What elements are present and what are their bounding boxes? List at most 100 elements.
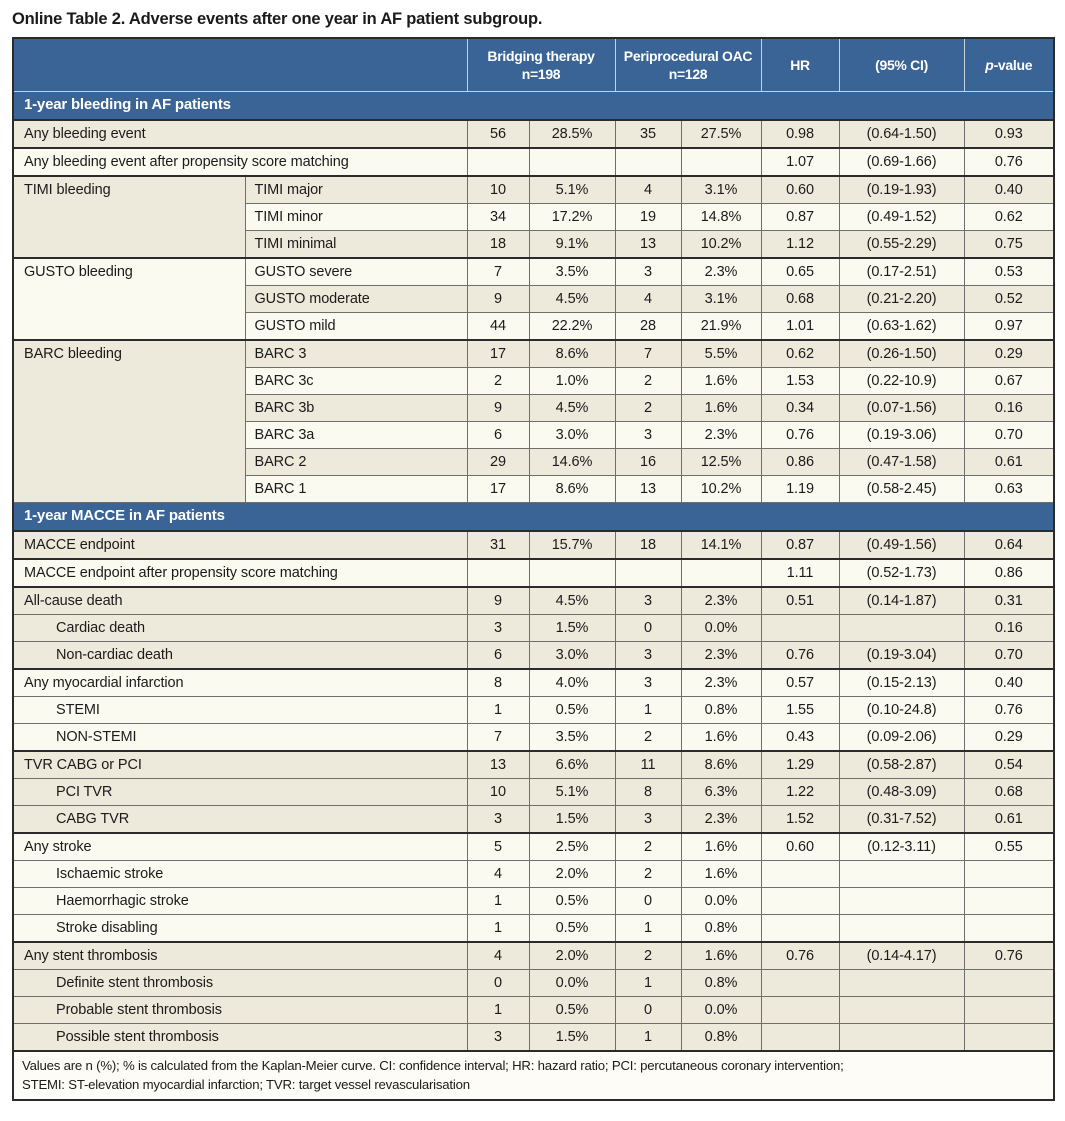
bridging-pct: 3.5%	[528, 723, 616, 752]
ci-value: (0.64-1.50)	[838, 119, 965, 149]
ci-value: (0.14-4.17)	[838, 941, 965, 970]
p-value: 0.53	[963, 257, 1055, 286]
ci-value: (0.47-1.58)	[838, 448, 965, 476]
bridging-n: 31	[466, 530, 530, 560]
oac-pct: 1.6%	[680, 941, 762, 970]
p-value: 0.40	[963, 175, 1055, 204]
bridging-n: 4	[466, 860, 530, 888]
p-value: 0.16	[963, 614, 1055, 642]
oac-n: 2	[614, 367, 682, 395]
footnote: Values are n (%); % is calculated from t…	[13, 1050, 1055, 1100]
row-label: Any bleeding event after propensity scor…	[12, 147, 468, 177]
oac-pct: 0.8%	[680, 969, 762, 997]
oac-pct: 6.3%	[680, 778, 762, 806]
bridging-n: 6	[466, 421, 530, 449]
hr-value: 0.76	[760, 941, 840, 970]
bridging-n	[466, 558, 530, 588]
bridging-pct: 1.0%	[528, 367, 616, 395]
oac-n: 8	[614, 778, 682, 806]
adverse-events-table: Bridging therapy n=198 Periprocedural OA…	[12, 37, 1056, 1101]
table-row: Possible stent thrombosis 3 1.5% 1 0.8%	[12, 1023, 1055, 1052]
oac-pct: 0.0%	[680, 614, 762, 642]
oac-n: 1	[614, 696, 682, 724]
table-row: TVR CABG or PCI 13 6.6% 11 8.6% 1.29 (0.58-2.8…	[12, 750, 1055, 779]
table-row: GUSTO bleeding GUSTO severe 7 3.5% 3 2.3% 0.65…	[12, 257, 1055, 341]
p-value: 0.62	[963, 203, 1055, 231]
col-header-oac: Periprocedural OAC n=128	[615, 38, 762, 92]
ci-value: (0.09-2.06)	[838, 723, 965, 752]
hr-value: 0.57	[760, 668, 840, 697]
bridging-n: 34	[466, 203, 530, 231]
bridging-pct: 4.5%	[528, 586, 616, 615]
row-label: TIMI minor	[244, 203, 468, 231]
hr-value: 1.12	[760, 230, 840, 259]
bridging-pct: 1.5%	[528, 614, 616, 642]
p-value: 0.75	[963, 230, 1055, 259]
table-row: TIMI minor 34 17.2% 19 14.8% 0.87 (0.49-1.52) 0…	[13, 203, 1055, 231]
row-label: BARC 3a	[244, 421, 468, 449]
row-label: Definite stent thrombosis	[12, 969, 468, 997]
ci-value: (0.49-1.56)	[838, 530, 965, 560]
hr-value: 0.60	[760, 832, 840, 861]
oac-n	[614, 558, 682, 588]
bridging-pct: 5.1%	[528, 175, 616, 204]
table-row: TIMI bleeding TIMI major 10 5.1% 4 3.1% 0.60 (0…	[12, 175, 1055, 259]
bridging-n: 17	[466, 339, 530, 368]
hr-value: 1.29	[760, 750, 840, 779]
oac-n: 35	[614, 119, 682, 149]
oac-pct: 1.6%	[680, 832, 762, 861]
bridging-pct: 4.5%	[528, 394, 616, 422]
table-row: Definite stent thrombosis 0 0.0% 1 0.8%	[12, 969, 1055, 997]
hr-value	[760, 996, 840, 1024]
oac-pct: 3.1%	[680, 285, 762, 313]
row-label: GUSTO severe	[244, 257, 468, 286]
table-row: BARC 2 29 14.6% 16 12.5% 0.86 (0.47-1.58) 0.61	[13, 448, 1055, 476]
p-value: 0.52	[963, 285, 1055, 313]
oac-pct: 1.6%	[680, 723, 762, 752]
row-label: GUSTO moderate	[244, 285, 468, 313]
row-label: PCI TVR	[12, 778, 468, 806]
oac-pct	[680, 147, 762, 177]
bridging-pct: 2.0%	[528, 941, 616, 970]
table-row: PCI TVR 10 5.1% 8 6.3% 1.22 (0.48-3.09) 0.68	[12, 778, 1055, 806]
table-row: Ischaemic stroke 4 2.0% 2 1.6%	[12, 860, 1055, 888]
table-row: Any bleeding event after propensity scor…	[12, 147, 1055, 177]
ci-value: (0.07-1.56)	[838, 394, 965, 422]
bridging-n: 3	[466, 805, 530, 834]
row-label: MACCE endpoint after propensity score ma…	[12, 558, 468, 588]
bridging-n: 1	[466, 887, 530, 915]
bridging-n: 1	[466, 996, 530, 1024]
table-row: CABG TVR 3 1.5% 3 2.3% 1.52 (0.31-7.52) 0.61	[12, 805, 1055, 834]
row-label: CABG TVR	[12, 805, 468, 834]
hr-value: 0.76	[760, 641, 840, 670]
oac-n: 3	[614, 257, 682, 286]
p-value: 0.70	[963, 421, 1055, 449]
oac-n: 28	[614, 312, 682, 341]
oac-n: 4	[614, 285, 682, 313]
section-title: 1-year bleeding in AF patients	[12, 91, 1055, 121]
oac-n: 13	[614, 475, 682, 503]
ci-value	[838, 1023, 965, 1052]
ci-value: (0.19-3.04)	[838, 641, 965, 670]
bridging-pct: 0.5%	[528, 887, 616, 915]
oac-n: 0	[614, 887, 682, 915]
row-label: Probable stent thrombosis	[12, 996, 468, 1024]
oac-pct: 1.6%	[680, 367, 762, 395]
oac-n: 0	[614, 996, 682, 1024]
row-label: TVR CABG or PCI	[12, 750, 468, 779]
table-row: BARC bleeding BARC 3 17 8.6% 7 5.5% 0.62 (0.26-…	[12, 339, 1055, 503]
p-value: 0.31	[963, 586, 1055, 615]
row-label: BARC 3c	[244, 367, 468, 395]
bridging-n: 56	[466, 119, 530, 149]
oac-n: 11	[614, 750, 682, 779]
bridging-pct: 5.1%	[528, 778, 616, 806]
p-value	[963, 887, 1055, 915]
oac-pct: 12.5%	[680, 448, 762, 476]
oac-n: 7	[614, 339, 682, 368]
bridging-n	[466, 147, 530, 177]
p-value: 0.67	[963, 367, 1055, 395]
oac-pct: 14.8%	[680, 203, 762, 231]
table-row: BARC 3a 6 3.0% 3 2.3% 0.76 (0.19-3.06) 0.70	[13, 421, 1055, 449]
ci-value: (0.15-2.13)	[838, 668, 965, 697]
oac-pct: 14.1%	[680, 530, 762, 560]
